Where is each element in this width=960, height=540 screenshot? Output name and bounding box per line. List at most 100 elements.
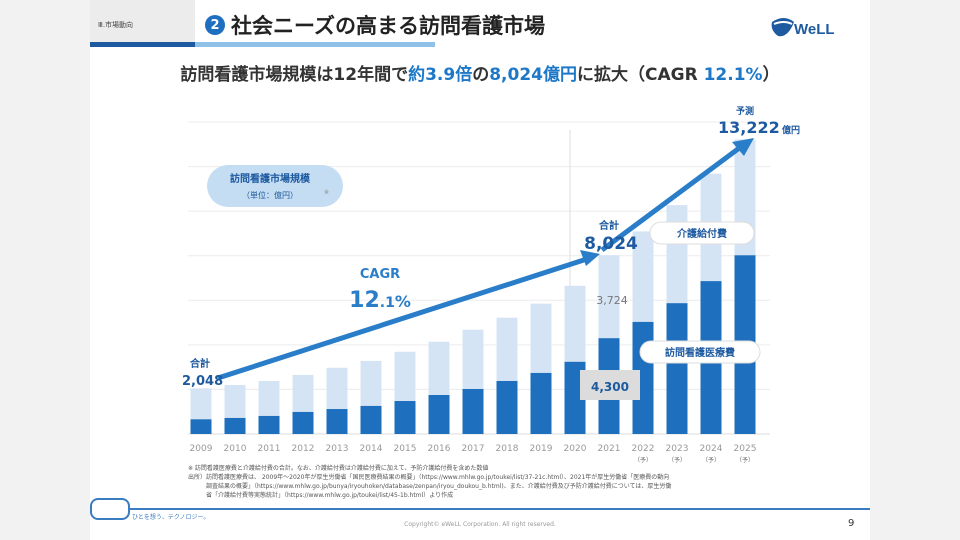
x-tick-label: 2019 <box>530 444 553 454</box>
x-tick-label: 2021 <box>598 444 621 454</box>
nursing-2021-box <box>580 370 640 400</box>
bar-care-2014 <box>360 360 382 406</box>
title-text: 社会ニーズの高まる訪問看護市場 <box>231 14 545 38</box>
care-2021-value: 3,724 <box>596 294 628 307</box>
nursing-2021-value: 4,300 <box>591 380 629 394</box>
bar-nursing-2013 <box>326 409 348 434</box>
forecast-label: 予測 <box>736 105 754 117</box>
start-total-value: 2,048 <box>182 374 223 389</box>
bar-care-2013 <box>326 367 348 410</box>
bar-nursing-2019 <box>530 372 552 434</box>
bar-care-2010 <box>224 384 246 418</box>
x-tick-label: 2015 <box>394 444 417 454</box>
bar-nursing-2012 <box>292 411 314 434</box>
cagr-arrow-shaft <box>217 255 591 381</box>
legend-title: 訪問看護市場規模 <box>230 172 311 185</box>
cagr-arrow-head <box>580 250 600 266</box>
footnote: 省「介護給付費等実態統計」（https://www.mhlw.go.jp/tou… <box>188 492 454 499</box>
footer-tagline: ひとを想う、テクノロジー。 <box>132 514 210 521</box>
forecast-value: 13,222 <box>718 118 780 137</box>
bar-nursing-2015 <box>394 401 416 434</box>
bar-care-2016 <box>428 341 450 395</box>
forecast-arrow-shaft <box>600 143 744 253</box>
footer-logo-mark <box>90 498 130 520</box>
bar-nursing-2010 <box>224 417 246 434</box>
bar-care-2017 <box>462 329 484 389</box>
title-underline-dark <box>90 42 195 47</box>
mid-total-label: 合計 <box>598 219 619 232</box>
headline: 訪問看護市場規模は12年間で約3.9倍の8,024億円に拡大（CAGR 12.1… <box>90 60 870 85</box>
nursing-series-label: 訪問看護医療費 <box>665 346 735 359</box>
bar-care-2019 <box>530 303 552 373</box>
mid-total-value: 8,024 <box>584 234 638 254</box>
ewell-logo: WeLL <box>771 18 835 38</box>
forecast-mark: （予） <box>668 456 686 464</box>
x-tick-label: 2017 <box>462 444 485 454</box>
bar-care-2020 <box>564 285 586 362</box>
slide: Ⅲ.市場動向 2 社会ニーズの高まる訪問看護市場 WeLL 訪問看護市場規模は1… <box>90 0 870 540</box>
bar-nursing-2023 <box>666 303 688 434</box>
nursing-series-label-pill <box>639 340 761 364</box>
bar-care-2018 <box>496 317 518 381</box>
start-total-label: 合計 <box>189 357 210 370</box>
headline-highlight-size: 8,024億円 <box>489 65 577 85</box>
title-underline-light <box>195 42 435 47</box>
care-series-label: 介護給付費 <box>676 227 727 240</box>
headline-text: に拡大（CAGR <box>576 65 704 85</box>
bar-care-2015 <box>394 351 416 402</box>
legend-pill <box>207 165 343 207</box>
x-tick-label: 2024 <box>700 444 723 454</box>
x-tick-label: 2018 <box>496 444 519 454</box>
footnotes: ※ 訪問看護医療費と介護給付費の合計。なお、介護給付費は介護給付費に加えて、予防… <box>188 464 788 500</box>
footnote: 調査結果の概要」（https://www.mhlw.go.jp/bunya/ir… <box>188 483 672 490</box>
x-tick-label: 2012 <box>292 444 315 454</box>
bar-care-2021 <box>598 255 620 339</box>
footer-line <box>90 508 870 510</box>
x-tick-label: 2013 <box>326 444 349 454</box>
bar-nursing-2018 <box>496 380 518 434</box>
cagr-value: 12.1% <box>349 288 411 313</box>
slide-title: 2 社会ニーズの高まる訪問看護市場 <box>205 10 545 40</box>
x-tick-label: 2011 <box>258 444 281 454</box>
headline-highlight-growth: 約3.9倍 <box>408 65 473 85</box>
section-label: Ⅲ.市場動向 <box>90 0 195 42</box>
forecast-mark: （予） <box>634 456 652 464</box>
forecast-arrow-head <box>732 138 754 156</box>
headline-text: 訪問看護市場規模は12年間で <box>180 65 409 85</box>
headline-text: ） <box>762 65 780 85</box>
cagr-label: CAGR <box>360 267 400 282</box>
x-tick-label: 2020 <box>564 444 587 454</box>
bar-care-2022 <box>632 231 654 322</box>
bar-care-2011 <box>258 380 280 416</box>
section-number-badge: 2 <box>205 15 225 35</box>
legend-note: ※ <box>324 189 329 196</box>
x-tick-label: 2022 <box>632 444 655 454</box>
x-tick-label: 2010 <box>224 444 247 454</box>
bar-nursing-2011 <box>258 415 280 434</box>
bar-nursing-2014 <box>360 405 382 434</box>
bar-nursing-2016 <box>428 395 450 434</box>
care-series-label-pill <box>649 221 755 245</box>
bar-care-2009 <box>190 388 212 420</box>
page-number: 9 <box>848 518 855 529</box>
footnote: ※ 訪問看護医療費と介護給付費の合計。なお、介護給付費は介護給付費に加えて、予防… <box>188 465 489 472</box>
x-tick-label: 2009 <box>190 444 213 454</box>
forecast-mark: （予） <box>736 456 754 464</box>
x-tick-label: 2025 <box>734 444 757 454</box>
x-tick-label: 2023 <box>666 444 689 454</box>
forecast-mark: （予） <box>702 456 720 464</box>
forecast-unit: 億円 <box>782 124 800 136</box>
footnote: 出所）訪問看護医療費は、 2009年～2020年が厚生労働省「国民医療費結果の概… <box>188 474 670 481</box>
x-tick-label: 2014 <box>360 444 383 454</box>
copyright: Copyright© eWeLL Corporation. All right … <box>404 521 556 528</box>
svg-text:WeLL: WeLL <box>794 21 835 38</box>
legend-unit: （単位：億円） <box>242 190 298 200</box>
headline-highlight-cagr: 12.1% <box>703 65 763 85</box>
bar-care-2012 <box>292 374 314 412</box>
headline-text: の <box>472 65 490 85</box>
bar-nursing-2009 <box>190 419 212 434</box>
x-tick-label: 2016 <box>428 444 451 454</box>
bar-care-2023 <box>666 205 688 304</box>
market-size-chart: 2009 2010 2011 2012 2013 2014 2015 2016 2017 2018… <box>182 105 800 464</box>
bar-nursing-2017 <box>462 388 484 434</box>
